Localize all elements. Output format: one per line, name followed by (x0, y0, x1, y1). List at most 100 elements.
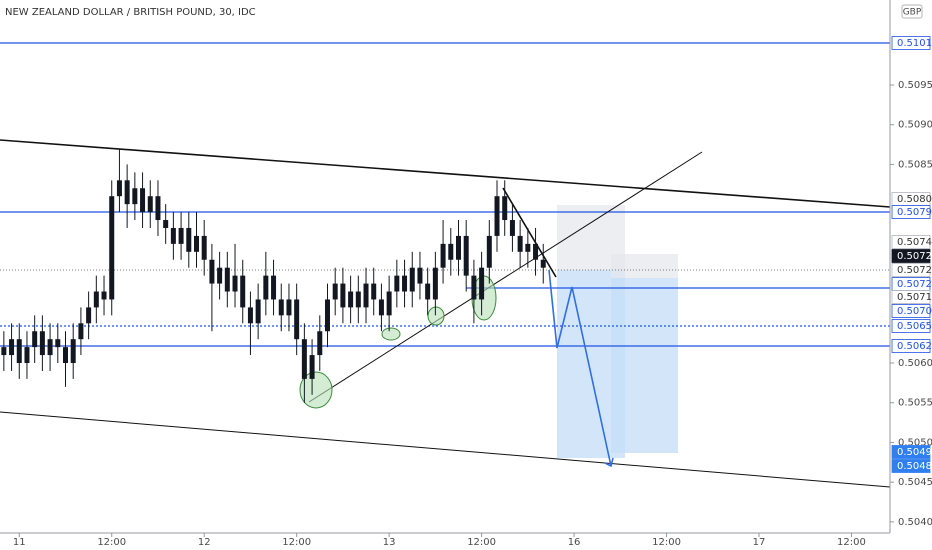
price-badge (891, 339, 931, 353)
x-tick-label: 12:00 (97, 537, 126, 548)
candle-body (217, 267, 223, 284)
position-target-zone (611, 278, 678, 453)
candle-body (348, 291, 354, 308)
candle-body (163, 220, 169, 228)
y-tick-label: 0.5095 (898, 80, 932, 91)
price-badge (891, 290, 931, 304)
price-badge-label: 0.5079 (897, 207, 932, 218)
currency-label: GBP (903, 8, 922, 18)
candle-body (224, 267, 230, 292)
price-badge-label: 0.5101 (897, 38, 932, 49)
candle-body (16, 339, 22, 364)
x-tick-label: 16 (568, 537, 581, 548)
trend-line (308, 151, 703, 403)
price-badge-label: 0.5072 (897, 251, 932, 262)
candle-body (271, 275, 277, 300)
candle-body (324, 299, 330, 332)
candles (1, 148, 546, 403)
price-badge (891, 36, 931, 50)
candle-body (463, 235, 469, 276)
candle-body (201, 235, 207, 260)
candle-body (340, 283, 346, 308)
candle-body (132, 188, 138, 205)
candle-body (371, 283, 377, 300)
price-badge-label: 0.5072 (897, 279, 932, 290)
candle-body (432, 267, 438, 300)
candle-body (402, 275, 408, 292)
candle-body (494, 196, 500, 236)
projection-path (548, 269, 612, 467)
y-tick-label: 0.5050 (898, 437, 932, 448)
candle-body (93, 291, 99, 308)
x-tick-label: 12:00 (837, 537, 866, 548)
y-tick-label: 0.5060 (898, 358, 932, 369)
price-badge-label: 0.5070 (897, 306, 932, 317)
currency-badge (901, 4, 923, 19)
candle-body (39, 331, 45, 356)
candle-body (70, 339, 76, 364)
candle-body (247, 307, 253, 324)
trend-line (0, 139, 891, 208)
price-badge (891, 319, 931, 333)
price-badge-label: 0.5062 (897, 341, 932, 352)
candle-body (301, 339, 307, 379)
candle-body (140, 188, 146, 213)
price-badge-label: 0.5072 (897, 265, 932, 276)
price-badge (891, 459, 931, 473)
price-badge-label: 0.5065 (897, 321, 932, 332)
x-tick-label: 12 (198, 537, 211, 548)
highlight (427, 306, 445, 326)
candle-body (255, 299, 261, 324)
candle-body (486, 235, 492, 268)
candle-body (32, 331, 38, 348)
price-badge (891, 304, 931, 318)
y-tick-label: 0.5085 (898, 159, 932, 170)
candle-body (286, 299, 292, 316)
candle-body (425, 283, 431, 300)
x-tick-label: 17 (753, 537, 766, 548)
candle-body (440, 243, 446, 268)
position-stop-zone (611, 254, 678, 278)
candle-body (278, 299, 284, 316)
candle-body (386, 291, 392, 316)
candle-body (378, 299, 384, 316)
y-tick-label: 0.5090 (898, 120, 932, 131)
candle-body (263, 275, 269, 300)
candle-body (363, 283, 369, 308)
candle-body (55, 339, 61, 348)
trend-line (502, 187, 557, 278)
x-tick-label: 12:00 (652, 537, 681, 548)
x-tick-label: 13 (383, 537, 396, 548)
candle-body (155, 196, 161, 221)
candle-body (471, 275, 477, 300)
candle-body (533, 243, 539, 260)
candle-body (170, 227, 176, 244)
candle-body (78, 323, 84, 340)
time-axis (0, 533, 932, 550)
price-badge-label: 0.5080 (897, 194, 932, 205)
projection-arrow (604, 457, 614, 468)
candle-body (394, 275, 400, 292)
x-tick-label: 12:00 (467, 537, 496, 548)
price-badge (891, 263, 931, 277)
drawings (0, 42, 891, 488)
price-badge (891, 205, 931, 219)
candle-body (448, 243, 454, 260)
chart-title: NEW ZEALAND DOLLAR / BRITISH POUND, 30, … (5, 7, 256, 18)
candle-body (124, 180, 130, 205)
candle-body (409, 267, 415, 292)
candle-body (86, 307, 92, 324)
candle-body (540, 259, 546, 268)
candle-body (1, 347, 7, 356)
candle-body (479, 267, 485, 300)
candle-body (147, 196, 153, 213)
candle-body (509, 220, 515, 236)
price-badge-label: 0.5048 (897, 461, 932, 472)
candle-body (186, 227, 192, 252)
candle-body (332, 283, 338, 300)
y-tick-label: 0.5045 (898, 477, 932, 488)
y-tick-label: 0.5040 (898, 517, 932, 528)
candle-body (9, 339, 15, 356)
